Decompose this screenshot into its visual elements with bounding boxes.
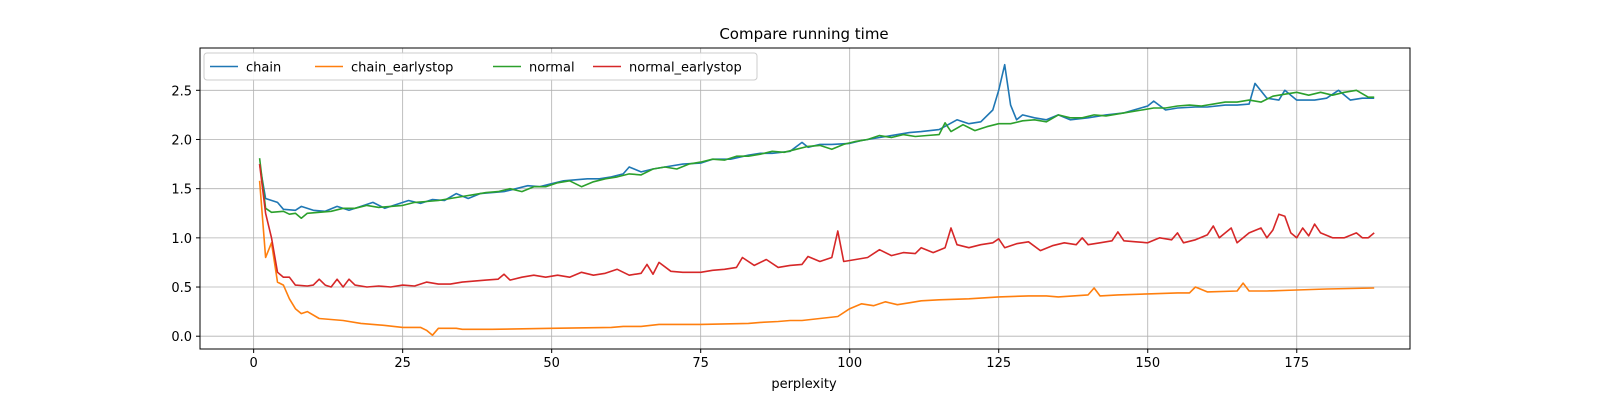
- x-tick-label: 125: [986, 356, 1011, 371]
- plot-frame: [199, 47, 1411, 350]
- legend: chain chain_earlystop normal normal_earlyst…: [203, 52, 758, 81]
- x-axis-label: perplexity: [771, 377, 837, 392]
- y-tick-label: 0.0: [171, 330, 192, 345]
- legend-label-normal_earlystop: normal_earlystop: [629, 61, 742, 76]
- x-tick-label: 100: [837, 356, 862, 371]
- x-tick-label: 50: [543, 356, 560, 371]
- x-tick-label: 0: [250, 356, 258, 371]
- y-tick-label: 1.0: [171, 232, 192, 247]
- series-line-normal_earlystop: [258, 164, 1375, 288]
- y-tick-label: 0.5: [171, 281, 192, 296]
- y-tick-label: 2.5: [171, 84, 192, 99]
- grid-lines: [200, 48, 1410, 349]
- x-tick-label: 150: [1135, 356, 1160, 371]
- legend-box: [203, 52, 758, 81]
- x-tick-label: 75: [692, 356, 709, 371]
- axis-ticks: 0 25 50 75 100 125 150 175 0.0 0.5 1.0 1.5 2.0 2.5: [171, 84, 1309, 371]
- x-tick-label: 25: [394, 356, 411, 371]
- series-line-normal: [258, 89, 1375, 219]
- legend-label-chain_earlystop: chain_earlystop: [351, 61, 453, 76]
- legend-label-normal: normal: [529, 61, 575, 76]
- y-tick-label: 2.0: [171, 133, 192, 148]
- legend-label-chain: chain: [246, 61, 281, 76]
- series-line-chain: [258, 63, 1375, 213]
- x-tick-label: 175: [1284, 356, 1309, 371]
- series-lines: [258, 63, 1375, 337]
- chart-title: Compare running time: [719, 25, 888, 43]
- y-tick-label: 1.5: [171, 183, 192, 198]
- series-line-chain_earlystop: [258, 180, 1375, 337]
